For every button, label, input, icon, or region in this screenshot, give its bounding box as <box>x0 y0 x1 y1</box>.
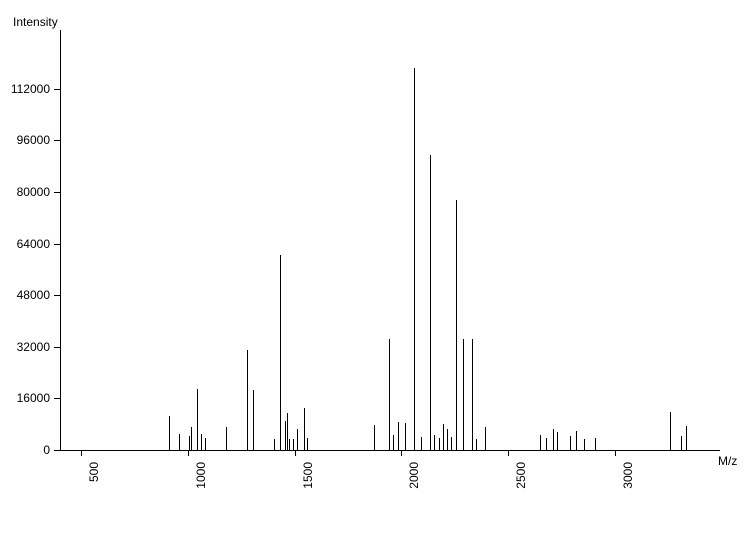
spectrum-peak <box>205 438 206 450</box>
spectrum-peak <box>297 429 298 450</box>
y-tick-label: 80000 <box>0 185 50 199</box>
y-tick <box>54 192 60 193</box>
x-axis-title: M/z <box>718 454 737 468</box>
spectrum-peak <box>686 426 687 450</box>
spectrum-peak <box>463 339 464 450</box>
spectrum-peak <box>485 427 486 450</box>
y-tick <box>54 450 60 451</box>
spectrum-peak <box>570 436 571 450</box>
x-tick-label: 2500 <box>514 462 528 512</box>
y-tick-label: 64000 <box>0 237 50 251</box>
spectrum-peak <box>670 412 671 450</box>
spectrum-peak <box>389 339 390 450</box>
spectrum-peak <box>169 416 170 450</box>
spectrum-peak <box>553 429 554 450</box>
spectrum-peak <box>472 339 473 450</box>
x-tick-label: 1500 <box>301 462 315 512</box>
x-tick <box>188 450 189 456</box>
spectrum-peak <box>307 438 308 450</box>
y-tick-label: 96000 <box>0 133 50 147</box>
x-tick <box>508 450 509 456</box>
spectrum-peak <box>274 439 275 450</box>
spectrum-peak <box>189 436 190 450</box>
spectrum-peak <box>557 432 558 450</box>
x-tick-label: 500 <box>87 462 101 512</box>
y-tick-label: 112000 <box>0 82 50 96</box>
spectrum-peak <box>226 427 227 450</box>
y-axis-line <box>60 30 61 450</box>
spectrum-peak <box>430 155 431 450</box>
spectrum-peak <box>456 200 457 450</box>
spectrum-peak <box>179 434 180 450</box>
spectrum-peak <box>447 429 448 450</box>
spectrum-peak <box>285 421 286 450</box>
y-tick <box>54 140 60 141</box>
spectrum-peak <box>405 423 406 450</box>
spectrum-peak <box>398 422 399 450</box>
spectrum-peak <box>253 390 254 450</box>
spectrum-peak <box>191 427 192 450</box>
spectrum-peak <box>540 435 541 450</box>
spectrum-peak <box>287 413 288 450</box>
mass-spectrum-chart: Intensity M/z 0 16000 32000 48000 64000 80000… <box>0 0 750 540</box>
spectrum-peak <box>289 439 290 450</box>
y-axis-title: Intensity <box>13 15 58 29</box>
spectrum-peak <box>546 438 547 450</box>
spectrum-peak <box>476 439 477 450</box>
y-tick-label: 32000 <box>0 340 50 354</box>
y-tick-label: 16000 <box>0 391 50 405</box>
y-tick <box>54 347 60 348</box>
spectrum-peak <box>439 438 440 450</box>
y-tick <box>54 89 60 90</box>
y-tick <box>54 244 60 245</box>
spectrum-peak <box>434 435 435 450</box>
x-tick-label: 1000 <box>194 462 208 512</box>
x-tick <box>81 450 82 456</box>
spectrum-peak <box>293 439 294 450</box>
x-tick <box>615 450 616 456</box>
spectrum-peak <box>443 424 444 450</box>
x-tick <box>401 450 402 456</box>
y-tick-label: 48000 <box>0 288 50 302</box>
spectrum-peak <box>576 431 577 450</box>
spectrum-peak <box>421 437 422 450</box>
spectrum-peak <box>584 439 585 450</box>
spectrum-peak <box>280 255 281 450</box>
spectrum-peak <box>595 438 596 450</box>
spectrum-peak <box>414 68 415 450</box>
spectrum-peak <box>304 408 305 450</box>
x-axis-line <box>60 450 720 451</box>
x-tick-label: 2000 <box>407 462 421 512</box>
spectrum-peak <box>451 437 452 450</box>
spectrum-peak <box>681 436 682 450</box>
y-tick <box>54 295 60 296</box>
spectrum-peak <box>201 434 202 450</box>
y-tick <box>54 398 60 399</box>
spectrum-peak <box>393 435 394 450</box>
x-tick <box>295 450 296 456</box>
x-tick-label: 3000 <box>621 462 635 512</box>
y-tick-label: 0 <box>0 443 50 457</box>
spectrum-peak <box>374 425 375 450</box>
spectrum-peak <box>247 350 248 450</box>
spectrum-peak <box>197 389 198 450</box>
